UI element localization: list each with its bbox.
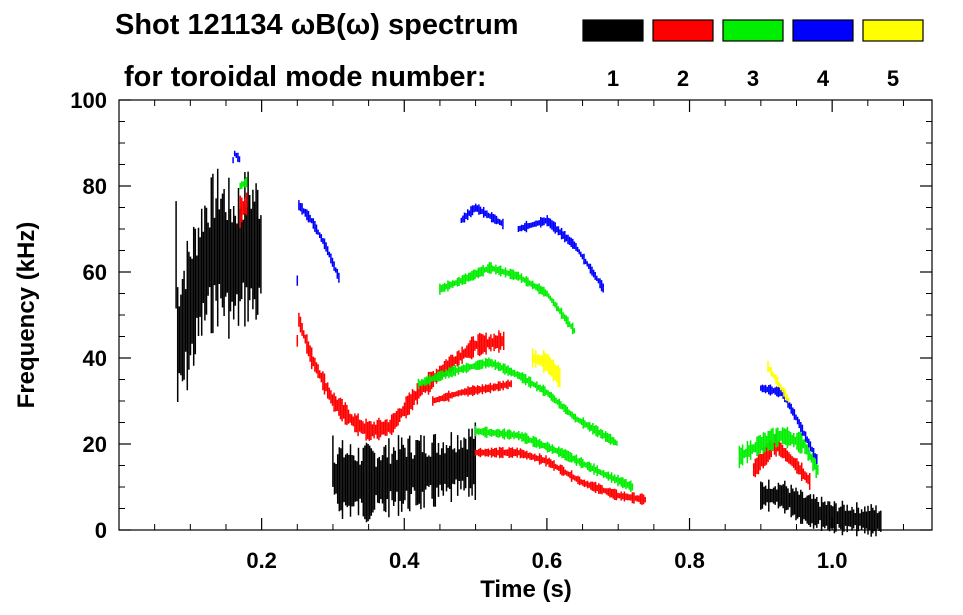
mode-2-streak-4 [239, 192, 248, 228]
x-axis-label: Time (s) [480, 576, 572, 603]
legend-label-mode-4: 4 [817, 66, 830, 91]
chart-title-line1: Shot 121134 ωB(ω) spectrum [115, 9, 519, 41]
y-tick-label: 60 [83, 260, 107, 285]
legend-swatch-mode-3 [722, 19, 784, 42]
legend-swatch-mode-4 [792, 19, 854, 42]
legend-label-mode-3: 3 [747, 66, 759, 91]
y-tick-label: 40 [83, 346, 107, 371]
x-tick-label: 0.4 [389, 548, 420, 573]
mode-number-legend: 1 2 3 4 5 [582, 19, 924, 91]
mode-1-streak-3 [760, 479, 882, 537]
mode-3-streak-13 [738, 426, 819, 478]
legend-swatch-mode-2 [652, 19, 714, 42]
mode-4-streak-18 [760, 384, 818, 465]
x-tick-label: 0.2 [246, 548, 277, 573]
legend-label-mode-1: 1 [607, 66, 619, 91]
x-tick-label: 0.6 [532, 548, 563, 573]
mode-3-streak-12 [474, 425, 634, 492]
mode-5-streak-20 [767, 360, 790, 403]
mode-3-streak-9 [239, 177, 248, 190]
axes: 0.2 0.4 0.6 0.8 1.0 0 20 40 60 80 100 [70, 88, 932, 573]
y-axis-label: Frequency (kHz) [13, 222, 40, 409]
legend-label-mode-5: 5 [887, 66, 899, 91]
spectrogram-marks [175, 150, 882, 537]
mode-2-streak-6 [432, 379, 512, 406]
legend-label-mode-2: 2 [677, 66, 689, 91]
legend-swatch-mode-5 [862, 19, 924, 42]
mode-1-streak-1 [175, 168, 262, 402]
mode-2-streak-7 [474, 446, 646, 505]
mode-3-streak-11 [417, 357, 618, 446]
mode-3-streak-10 [439, 262, 576, 335]
mode-4-streak-16 [460, 203, 504, 230]
y-tick-label: 100 [70, 88, 107, 113]
y-tick-label: 20 [83, 432, 107, 457]
mode-4-streak-17 [517, 215, 604, 293]
chart-title-line2: for toroidal mode number: [124, 61, 487, 93]
y-tick-label: 80 [83, 174, 107, 199]
mode-4-streak-15 [296, 200, 340, 286]
x-tick-label: 1.0 [817, 548, 848, 573]
y-tick-label: 0 [95, 518, 107, 543]
legend-swatch-mode-1 [582, 19, 644, 42]
mode-4-streak-14 [232, 150, 241, 164]
mode-2-streak-5 [296, 312, 505, 441]
plot-frame [118, 99, 933, 531]
x-tick-label: 0.8 [674, 548, 705, 573]
mode-5-streak-19 [531, 348, 561, 388]
mode-1-streak-2 [332, 422, 477, 523]
